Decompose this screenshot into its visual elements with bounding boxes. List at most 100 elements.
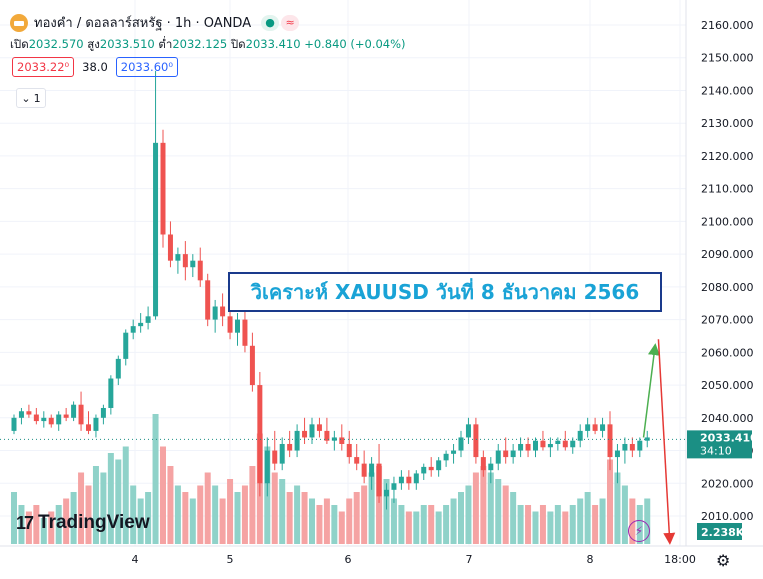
volume-bar (472, 472, 479, 544)
spread-value: 38.0 (82, 60, 108, 74)
status-pills: ● ≈ (261, 14, 300, 31)
candle-body (443, 453, 449, 461)
volume-bar (309, 498, 315, 544)
volume-bar (137, 498, 144, 544)
price-tick-label: 2110.000 (701, 183, 754, 196)
countdown-label: 34:10 (700, 444, 732, 457)
volume-bar (25, 511, 32, 544)
price-tick-label: 2090.000 (701, 248, 754, 261)
candle-body (182, 254, 188, 268)
volume-bar (55, 505, 62, 544)
candle-body (637, 440, 643, 451)
candle-body (585, 424, 591, 431)
volume-bar (338, 511, 345, 544)
volume-bars (11, 414, 651, 544)
last-price-label: 2033.410 (700, 431, 758, 444)
volume-bar (435, 511, 442, 544)
settings-gear-icon[interactable]: ⚙ (716, 551, 731, 570)
candle-body (577, 430, 583, 441)
candle-body (488, 463, 494, 471)
candle-body (629, 443, 635, 451)
candle-body (518, 443, 524, 451)
candle-body (249, 345, 255, 386)
volume-bar (331, 505, 338, 544)
last-price-badge: 2033.410 34:10 (687, 430, 758, 459)
candle-body (138, 322, 144, 327)
tradingview-logo[interactable]: 17 TradingView (16, 512, 150, 534)
volume-bar (241, 485, 248, 544)
candle-body (93, 417, 99, 431)
volume-bar (368, 472, 375, 544)
time-tick-label: 7 (466, 553, 473, 566)
candle-body (406, 476, 412, 484)
volume-bar (115, 459, 122, 544)
volume-bar (584, 492, 591, 544)
candle-body (570, 440, 576, 448)
close-value: 2033.410 (245, 37, 301, 51)
candle-body (369, 463, 375, 477)
volume-bar (480, 466, 487, 544)
low-label: ต่ำ (158, 37, 173, 51)
volume-bar (510, 492, 517, 544)
lightning-icon[interactable]: ⚡ (628, 520, 650, 542)
volume-bar (197, 485, 204, 544)
candle-body (18, 411, 24, 418)
volume-bar (167, 466, 174, 544)
volume-bar (361, 485, 368, 544)
candle-body (421, 466, 427, 474)
price-tick-label: 2020.000 (701, 477, 754, 490)
candle-body (346, 443, 352, 458)
time-tick-label: 18:00 (664, 553, 696, 566)
high-label: สูง (87, 37, 100, 51)
candle-body (376, 463, 382, 497)
volume-bar (525, 505, 532, 544)
volume-bar (100, 472, 107, 544)
candle-body (592, 424, 598, 431)
buy-price-button[interactable]: 2033.60⁰ (115, 57, 178, 77)
candle-body (361, 463, 367, 477)
candle-body (33, 414, 39, 422)
candle-body (458, 437, 464, 451)
indicator-count: 1 (33, 91, 41, 105)
symbol-header[interactable]: ทองคำ / ดอลลาร์สหรัฐ · 1h · OANDA ● ≈ (10, 12, 300, 33)
volume-bar (70, 492, 77, 544)
wave-icon: ≈ (281, 14, 300, 31)
volume-bar (18, 505, 25, 544)
volume-bar (398, 505, 405, 544)
volume-bar (92, 466, 99, 544)
chevron-down-icon: ⌄ (21, 91, 31, 105)
symbol-title[interactable]: ทองคำ / ดอลลาร์สหรัฐ · 1h · OANDA (34, 16, 252, 31)
volume-bar (383, 479, 390, 544)
volume-bar (405, 511, 412, 544)
tradingview-logo-icon: 17 (16, 512, 34, 533)
candle-body (607, 424, 613, 458)
candle-body (331, 437, 337, 441)
candle-body (100, 407, 106, 418)
volume-bar (443, 505, 450, 544)
volume-bar (458, 492, 464, 544)
volume-bar (554, 505, 561, 544)
volume-bar (599, 498, 606, 544)
candle-body (130, 326, 136, 333)
sell-price-button[interactable]: 2033.22⁰ (12, 57, 75, 77)
candle-body (272, 450, 278, 464)
volume-bar (234, 492, 241, 544)
volume-bar (249, 466, 256, 544)
candle-body (205, 280, 211, 320)
candle-body (26, 411, 32, 415)
indicator-toggle-button[interactable]: ⌄ 1 (16, 88, 46, 108)
volume-bar (592, 505, 599, 544)
gold-icon (10, 13, 28, 32)
candle-body (235, 319, 240, 333)
volume-bar (33, 505, 40, 544)
candle-body (41, 417, 47, 422)
tradingview-logo-text: TradingView (38, 512, 150, 533)
volume-bar (539, 505, 546, 544)
candle-body (316, 424, 322, 431)
price-tick-label: 2120.000 (701, 150, 754, 163)
volume-bar (547, 511, 554, 544)
candle-body (145, 316, 151, 323)
candle-body (264, 450, 270, 484)
volume-bar (279, 479, 286, 544)
